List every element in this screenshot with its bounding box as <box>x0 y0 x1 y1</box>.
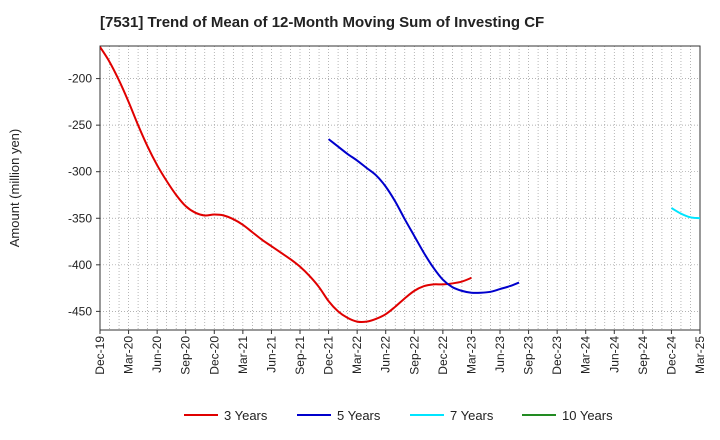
legend-item: 10 Years <box>522 408 613 423</box>
x-tick-label: Dec-19 <box>93 336 107 375</box>
x-tick-label: Sep-22 <box>407 336 421 375</box>
x-tick-label: Dec-20 <box>207 336 221 375</box>
y-axis-label: Amount (million yen) <box>7 129 22 248</box>
chart-title: [7531] Trend of Mean of 12-Month Moving … <box>100 14 545 31</box>
legend-label: 5 Years <box>337 408 381 423</box>
y-tick-label: -300 <box>68 165 92 179</box>
plot-area: -200 -250 -300 -350 -400 -450 Dec-19 Mar-20 Jun-… <box>7 45 707 375</box>
x-tick-label: Dec-23 <box>550 336 564 375</box>
x-tick-label: Sep-20 <box>179 336 193 375</box>
x-tick-label: Mar-24 <box>579 336 593 374</box>
legend-item: 5 Years <box>297 408 381 423</box>
y-tick-label: -400 <box>68 258 92 272</box>
x-tick-label: Mar-20 <box>122 336 136 374</box>
y-tick-label: -200 <box>68 72 92 86</box>
plot-frame <box>99 45 701 331</box>
x-tick-label: Jun-21 <box>264 336 278 373</box>
x-tick-label: Mar-25 <box>693 336 707 374</box>
legend: 3 Years 5 Years 7 Years 10 Years <box>184 408 613 423</box>
x-tick-label: Dec-21 <box>322 336 336 375</box>
series-line-5-years <box>327 138 520 294</box>
x-tick-label: Mar-21 <box>236 336 250 374</box>
x-tick-label: Sep-24 <box>636 336 650 375</box>
x-tick-label: Jun-23 <box>493 336 507 373</box>
x-tick-label: Jun-20 <box>150 336 164 373</box>
series-line-7-years <box>670 207 700 220</box>
y-tick-label: -350 <box>68 211 92 225</box>
series-line-3-years <box>100 46 472 324</box>
x-tick-label: Mar-22 <box>350 336 364 374</box>
legend-item: 7 Years <box>410 408 494 423</box>
legend-label: 3 Years <box>224 408 268 423</box>
y-tick-label: -250 <box>68 118 92 132</box>
x-tick-label: Dec-22 <box>436 336 450 375</box>
x-tick-label: Jun-22 <box>379 336 393 373</box>
x-tick-label: Sep-23 <box>522 336 536 375</box>
legend-label: 10 Years <box>562 408 613 423</box>
legend-item: 3 Years <box>184 408 268 423</box>
x-tick-label: Mar-23 <box>464 336 478 374</box>
y-tick-label: -450 <box>68 304 92 318</box>
x-tick-label: Jun-24 <box>607 336 621 373</box>
legend-label: 7 Years <box>450 408 494 423</box>
plot-background <box>100 46 700 330</box>
x-tick-label: Sep-21 <box>293 336 307 375</box>
x-tick-label: Dec-24 <box>664 336 678 375</box>
